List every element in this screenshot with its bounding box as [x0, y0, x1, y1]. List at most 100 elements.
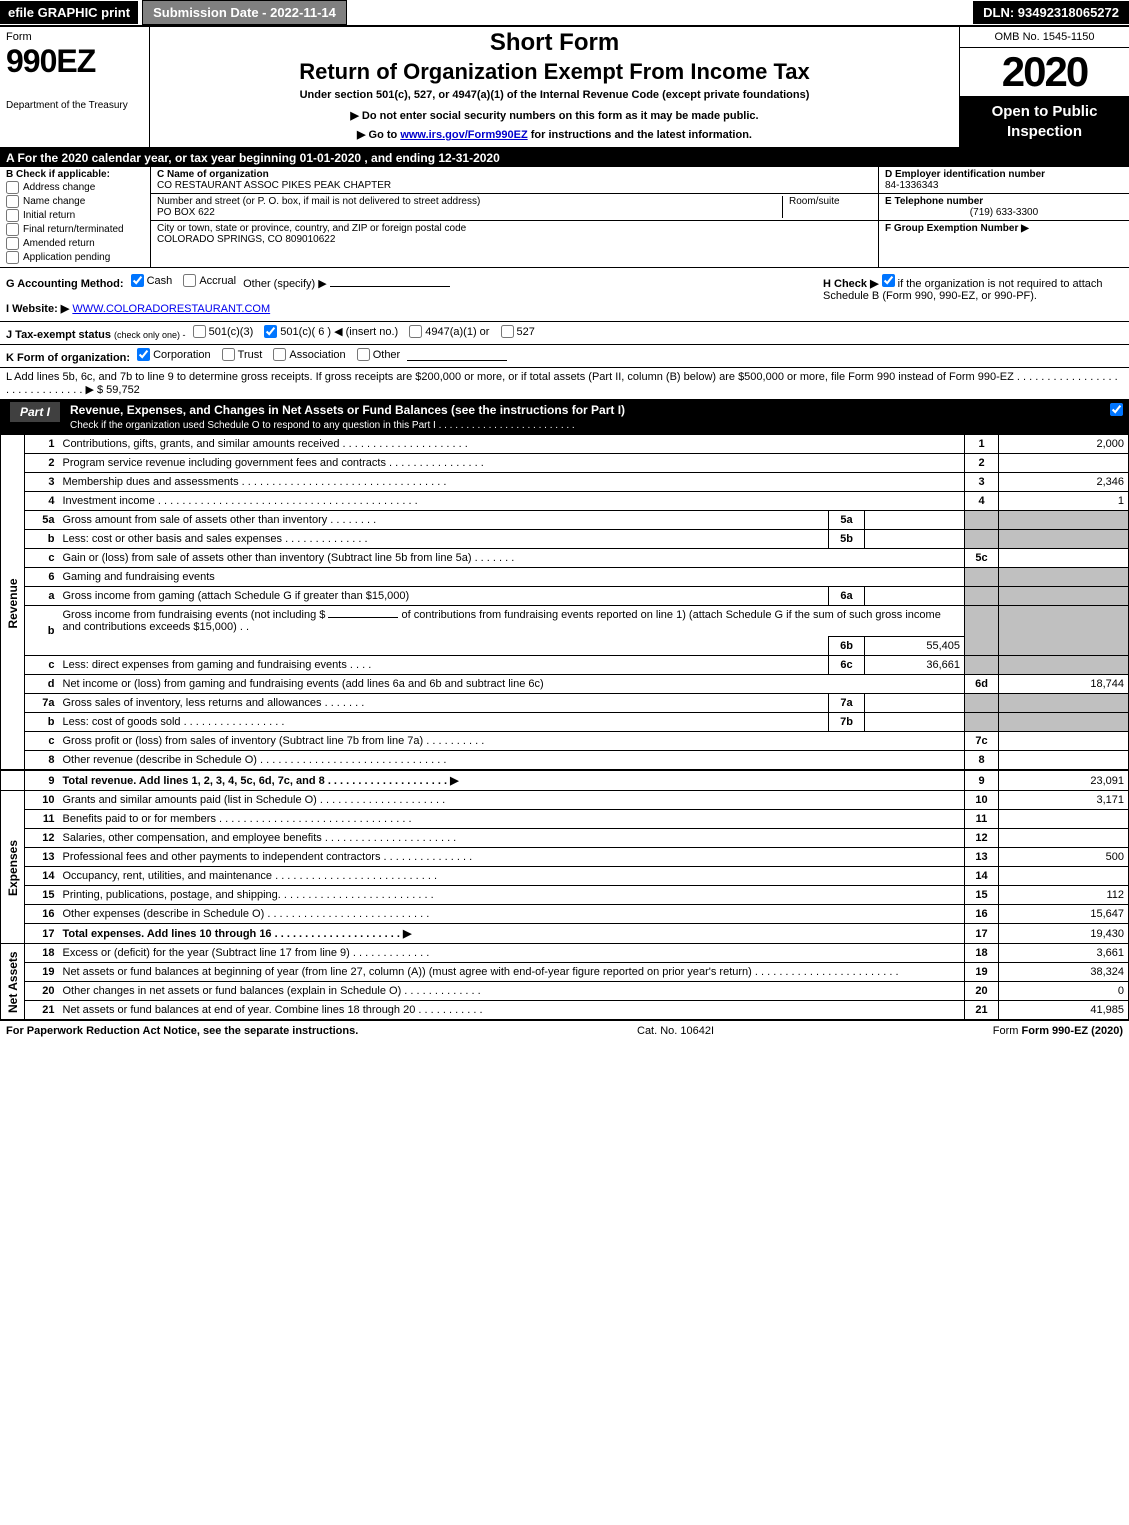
row-gh: G Accounting Method: Cash Accrual Other …: [0, 268, 1129, 322]
box-c: C Name of organization CO RESTAURANT ASS…: [150, 167, 879, 267]
line-text-9: Total revenue. Add lines 1, 2, 3, 4, 5c,…: [59, 770, 965, 791]
part-1-label: Part I: [10, 402, 60, 422]
chk-application-pending[interactable]: [6, 251, 19, 264]
cell-shade-val-5b: [999, 530, 1129, 549]
short-form-title: Short Form: [158, 29, 951, 57]
form-number: 990EZ: [6, 43, 143, 80]
chk-name-change[interactable]: [6, 195, 19, 208]
cell-no-13: 13: [965, 848, 999, 867]
website-link[interactable]: WWW.COLORADORESTAURANT.COM: [72, 303, 270, 315]
line-text-13: Professional fees and other payments to …: [59, 848, 965, 867]
chk-527[interactable]: [501, 325, 514, 338]
footer-right-text: Form 990-EZ (2020): [1022, 1025, 1123, 1037]
footer-right: Form Form 990-EZ (2020): [993, 1025, 1123, 1037]
chk-other-org[interactable]: [357, 348, 370, 361]
line-no-7c: c: [25, 732, 59, 751]
lbl-amended-return: Amended return: [23, 238, 95, 249]
cell-no-6d: 6d: [965, 675, 999, 694]
chk-address-change[interactable]: [6, 181, 19, 194]
efile-label: efile GRAPHIC print: [0, 1, 138, 24]
box-d: D Employer identification number 84-1336…: [879, 167, 1129, 194]
check-application-pending: Application pending: [6, 251, 144, 264]
line-no-6d: d: [25, 675, 59, 694]
chk-trust[interactable]: [222, 348, 235, 361]
ein-label: D Employer identification number: [885, 169, 1123, 180]
line-text-5b: Less: cost or other basis and sales expe…: [59, 530, 829, 549]
chk-final-return[interactable]: [6, 223, 19, 236]
form-subtitle-3: ▶ Go to www.irs.gov/Form990EZ for instru…: [158, 128, 951, 141]
sub-val-6c: 36,661: [865, 656, 965, 675]
table-row: 11 Benefits paid to or for members . . .…: [1, 810, 1129, 829]
chk-accrual[interactable]: [183, 274, 196, 287]
form-header: Form 990EZ Department of the Treasury Sh…: [0, 27, 1129, 149]
website-label: I Website: ▶: [6, 303, 69, 315]
line-no-6: 6: [25, 568, 59, 587]
form-subtitle-1: Under section 501(c), 527, or 4947(a)(1)…: [158, 89, 951, 101]
table-row: 5a Gross amount from sale of assets othe…: [1, 511, 1129, 530]
sub-no-6c: 6c: [829, 656, 865, 675]
chk-association[interactable]: [273, 348, 286, 361]
table-row: Expenses 10 Grants and similar amounts p…: [1, 791, 1129, 810]
line-no-6c: c: [25, 656, 59, 675]
cell-no-14: 14: [965, 867, 999, 886]
line-text-14: Occupancy, rent, utilities, and maintena…: [59, 867, 965, 886]
line-text-2: Program service revenue including govern…: [59, 454, 965, 473]
lbl-527: 527: [517, 326, 535, 338]
city-label: City or town, state or province, country…: [157, 223, 466, 234]
line-no-9: 9: [25, 770, 59, 791]
table-row: c Gain or (loss) from sale of assets oth…: [1, 549, 1129, 568]
footer: For Paperwork Reduction Act Notice, see …: [0, 1020, 1129, 1041]
sub-val-7b: [865, 713, 965, 732]
line-no-5b: b: [25, 530, 59, 549]
open-public-label: Open to Public Inspection: [960, 96, 1129, 147]
cell-shade-val-5a: [999, 511, 1129, 530]
lbl-application-pending: Application pending: [23, 252, 110, 263]
cell-no-9: 9: [965, 770, 999, 791]
cell-val-8: [999, 751, 1129, 771]
cell-val-5c: [999, 549, 1129, 568]
check-address-change: Address change: [6, 181, 144, 194]
city-value: COLORADO SPRINGS, CO 809010622: [157, 234, 466, 245]
irs-link[interactable]: www.irs.gov/Form990EZ: [400, 129, 527, 141]
cell-no-10: 10: [965, 791, 999, 810]
chk-schedule-o[interactable]: [1110, 403, 1123, 416]
org-name-value: CO RESTAURANT ASSOC PIKES PEAK CHAPTER: [157, 180, 391, 191]
table-row: 16 Other expenses (describe in Schedule …: [1, 905, 1129, 924]
chk-cash[interactable]: [131, 274, 144, 287]
cell-val-15: 112: [999, 886, 1129, 905]
cell-shade-6a: [965, 587, 999, 606]
line-no-18: 18: [25, 944, 59, 963]
cell-val-4: 1: [999, 492, 1129, 511]
chk-schedule-b[interactable]: [882, 274, 895, 287]
group-exemption-label: F Group Exemption Number ▶: [885, 223, 1123, 234]
tax-exempt-note: (check only one) -: [114, 330, 186, 340]
cell-no-17: 17: [965, 924, 999, 944]
part-1-title-text: Revenue, Expenses, and Changes in Net As…: [70, 403, 625, 417]
sub-val-7a: [865, 694, 965, 713]
line-text-1: Contributions, gifts, grants, and simila…: [59, 435, 965, 454]
line-text-3: Membership dues and assessments . . . . …: [59, 473, 965, 492]
cell-shade-val-7b: [999, 713, 1129, 732]
table-row: 12 Salaries, other compensation, and emp…: [1, 829, 1129, 848]
chk-501c[interactable]: [264, 325, 277, 338]
l17-text: Total expenses. Add lines 10 through 16 …: [63, 928, 412, 940]
tax-year: 2020: [960, 48, 1129, 96]
cell-val-19: 38,324: [999, 963, 1129, 982]
row-l-amount: $ 59,752: [97, 384, 140, 396]
chk-amended-return[interactable]: [6, 237, 19, 250]
chk-initial-return[interactable]: [6, 209, 19, 222]
lbl-trust: Trust: [238, 349, 263, 361]
cell-no-20: 20: [965, 982, 999, 1001]
cell-no-21: 21: [965, 1001, 999, 1020]
row-g: G Accounting Method: Cash Accrual Other …: [6, 274, 823, 315]
chk-501c3[interactable]: [193, 325, 206, 338]
line-text-8: Other revenue (describe in Schedule O) .…: [59, 751, 965, 771]
chk-4947[interactable]: [409, 325, 422, 338]
line-no-7b: b: [25, 713, 59, 732]
cell-shade-val-6c: [999, 656, 1129, 675]
lbl-other-org: Other: [373, 349, 401, 361]
chk-corporation[interactable]: [137, 348, 150, 361]
line-no-8: 8: [25, 751, 59, 771]
part-1-title: Revenue, Expenses, and Changes in Net As…: [66, 400, 1104, 434]
org-name-row: C Name of organization CO RESTAURANT ASS…: [151, 167, 878, 194]
